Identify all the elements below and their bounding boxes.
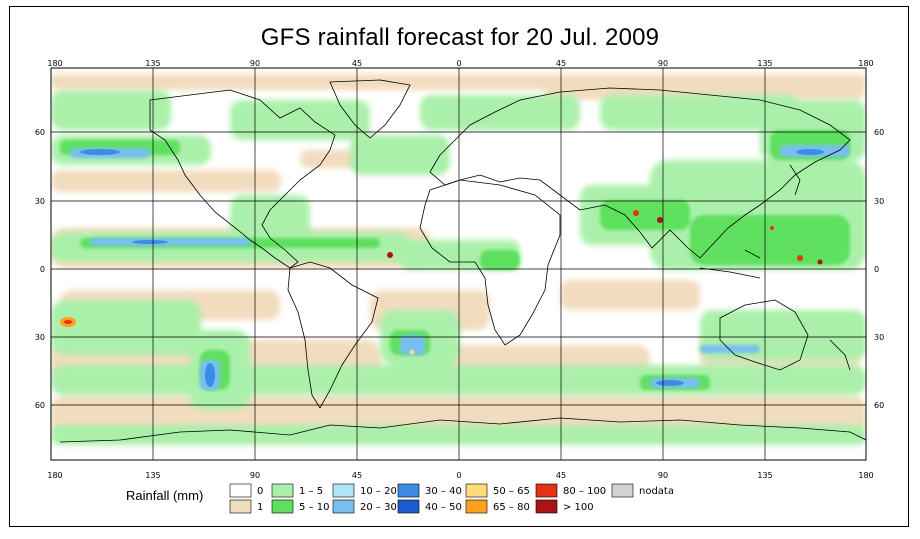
lon-label: 180 bbox=[47, 59, 62, 68]
lat-labels-left: 60 30 0 30 60 bbox=[35, 128, 45, 410]
legend-label: 20 – 30 bbox=[360, 502, 397, 513]
coast-islands bbox=[699, 164, 851, 371]
legend-label: 10 – 20 bbox=[360, 486, 397, 497]
lat-label: 0 bbox=[874, 265, 879, 274]
legend-swatch bbox=[332, 499, 355, 514]
lat-label: 60 bbox=[35, 128, 45, 137]
lon-label: 0 bbox=[456, 471, 461, 480]
legend-label: 0 bbox=[257, 486, 263, 497]
lon-label: 135 bbox=[145, 471, 160, 480]
legend-swatch bbox=[229, 483, 252, 498]
lon-label: 45 bbox=[352, 471, 362, 480]
legend-label: nodata bbox=[639, 486, 674, 497]
lon-label: 90 bbox=[250, 59, 260, 68]
lon-label: 180 bbox=[858, 59, 873, 68]
lat-label: 0 bbox=[40, 265, 45, 274]
lat-label: 30 bbox=[35, 333, 45, 342]
lon-label: 45 bbox=[556, 59, 566, 68]
coast-antarctica bbox=[59, 417, 866, 443]
lat-label: 60 bbox=[35, 401, 45, 410]
lon-labels-bottom: 180 135 90 45 0 45 90 135 180 bbox=[47, 471, 873, 480]
coast-eurasia bbox=[429, 87, 851, 259]
lon-label: 90 bbox=[250, 471, 260, 480]
legend-swatch bbox=[397, 483, 420, 498]
coast-greenland bbox=[329, 79, 411, 139]
legend-label: 1 bbox=[257, 502, 263, 513]
coast-north-america bbox=[149, 89, 336, 269]
legend-swatch bbox=[465, 499, 488, 514]
legend-swatch bbox=[229, 499, 252, 514]
map-title: GFS rainfall forecast for 20 Jul. 2009 bbox=[260, 24, 660, 51]
lat-label: 30 bbox=[874, 333, 884, 342]
legend-title: Rainfall (mm) bbox=[126, 488, 204, 503]
lon-label: 45 bbox=[352, 59, 362, 68]
lon-labels-top: 180 135 90 45 0 45 90 135 180 bbox=[47, 59, 873, 68]
legend-label: 50 – 65 bbox=[493, 486, 530, 497]
rainfall-heavy-spots bbox=[60, 210, 823, 355]
legend-swatch bbox=[535, 499, 558, 514]
rainfall-30-40mm-areas bbox=[80, 149, 824, 387]
legend-swatch bbox=[397, 499, 420, 514]
lon-label: 90 bbox=[658, 59, 668, 68]
legend-swatch bbox=[465, 483, 488, 498]
legend-swatch bbox=[271, 483, 294, 498]
legend-label: 65 – 80 bbox=[493, 502, 530, 513]
coastlines bbox=[59, 79, 866, 443]
lat-label: 30 bbox=[35, 197, 45, 206]
lon-label: 135 bbox=[757, 59, 772, 68]
lat-label: 30 bbox=[874, 197, 884, 206]
lat-label: 60 bbox=[874, 401, 884, 410]
lon-label: 180 bbox=[47, 471, 62, 480]
legend-label: 40 – 50 bbox=[425, 502, 462, 513]
map-frame bbox=[9, 6, 909, 527]
legend-label: 5 – 10 bbox=[299, 502, 329, 513]
legend-swatch bbox=[332, 483, 355, 498]
lon-label: 135 bbox=[757, 471, 772, 480]
lat-labels-right: 60 30 0 30 60 bbox=[874, 128, 884, 410]
lon-label: 180 bbox=[858, 471, 873, 480]
lat-label: 60 bbox=[874, 128, 884, 137]
legend-label: 30 – 40 bbox=[425, 486, 462, 497]
map-border bbox=[50, 67, 867, 461]
legend-label: > 100 bbox=[563, 502, 594, 513]
coast-south-america bbox=[287, 261, 379, 409]
lon-label: 90 bbox=[658, 471, 668, 480]
graticule bbox=[51, 68, 866, 460]
lon-label: 0 bbox=[456, 59, 461, 68]
lon-label: 135 bbox=[145, 59, 160, 68]
legend-label: 1 – 5 bbox=[299, 486, 323, 497]
legend-swatch bbox=[271, 499, 294, 514]
legend-swatch bbox=[535, 483, 558, 498]
legend-label: 80 – 100 bbox=[563, 486, 606, 497]
legend-swatch bbox=[611, 483, 634, 498]
lon-label: 45 bbox=[556, 471, 566, 480]
rainfall-legend: 0 1 1 – 5 5 – 10 10 – 20 20 – 30 30 – 40 40 – 5… bbox=[229, 483, 674, 514]
coast-africa bbox=[419, 179, 561, 346]
